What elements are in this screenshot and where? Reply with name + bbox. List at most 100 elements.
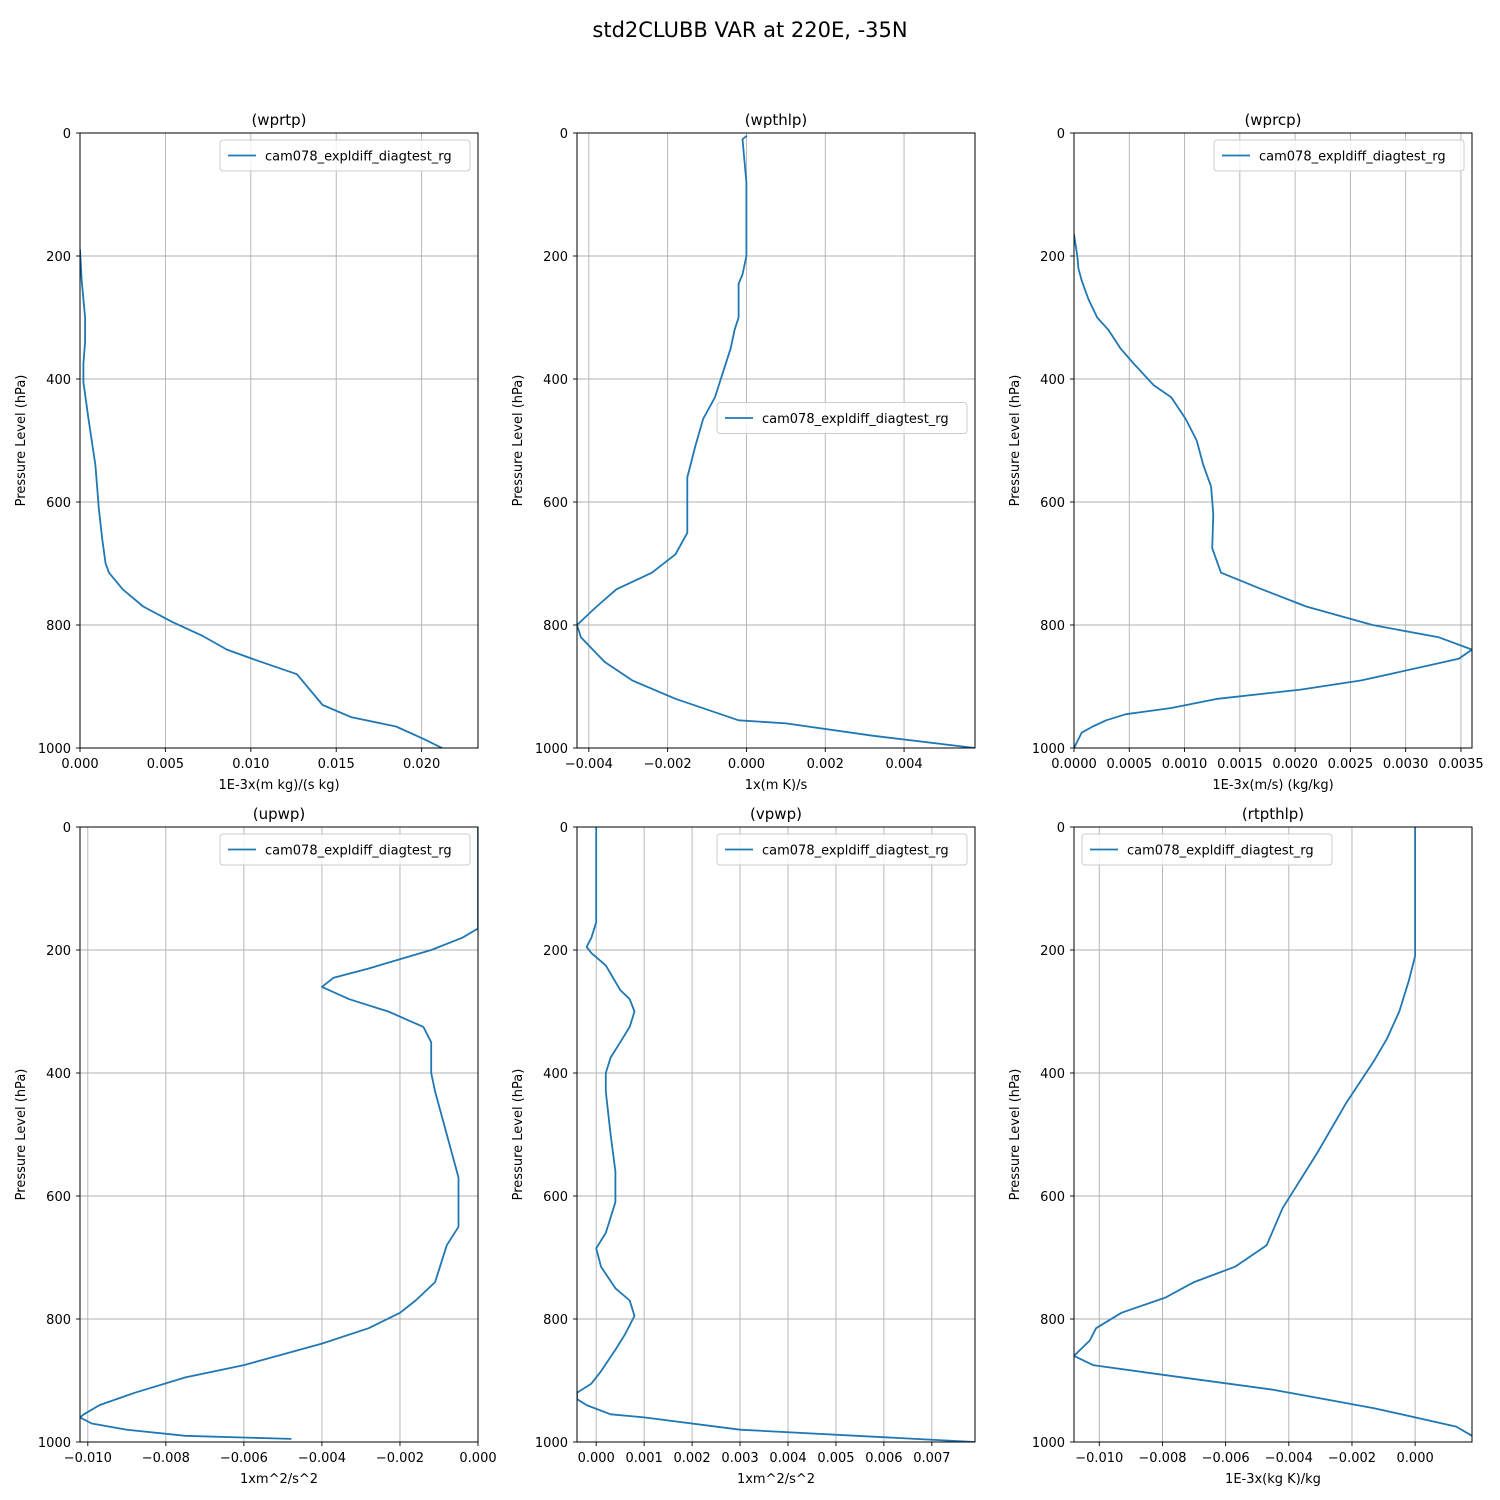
y-tick-label: 600 <box>543 496 568 511</box>
x-tick-label: 0.000 <box>728 757 765 772</box>
legend: cam078_expldiff_diagtest_rg <box>716 833 968 866</box>
legend-box <box>716 833 968 866</box>
y-axis-label: Pressure Level (hPa) <box>1008 375 1023 507</box>
y-tick-label: 600 <box>46 1190 71 1205</box>
y-axis-label: Pressure Level (hPa) <box>511 375 526 507</box>
legend-box <box>1213 139 1465 172</box>
y-tick-label: 0 <box>63 127 71 142</box>
subplot-title: (vpwp) <box>750 805 802 823</box>
x-tick-label: −0.002 <box>644 757 692 772</box>
x-tick-label: −0.004 <box>565 757 613 772</box>
x-tick-label: 0.000 <box>578 1451 615 1466</box>
y-tick-label: 200 <box>46 250 71 265</box>
y-tick-label: 0 <box>560 821 568 836</box>
y-tick-label: 0 <box>1057 127 1065 142</box>
x-tick-label: −0.008 <box>1138 1451 1186 1466</box>
legend-box <box>219 833 471 866</box>
y-tick-label: 400 <box>46 1067 71 1082</box>
y-tick-label: 200 <box>1040 944 1065 959</box>
x-tick-label: 0.000 <box>61 757 98 772</box>
x-tick-label: 0.0005 <box>1107 757 1153 772</box>
x-tick-label: −0.002 <box>1328 1451 1376 1466</box>
legend: cam078_expldiff_diagtest_rg <box>716 402 968 434</box>
x-tick-label: 0.007 <box>913 1451 950 1466</box>
series-line <box>1074 233 1472 748</box>
x-axis-label: 1E-3x(m kg)/(s kg) <box>218 778 339 793</box>
axes-frame <box>576 826 976 1443</box>
y-tick-label: 200 <box>46 944 71 959</box>
subplot-6: −0.010 −0.008 −0.006 −0.004 −0.002 0.000 0 200 4… <box>1008 805 1473 1487</box>
axes-frame <box>1073 132 1473 749</box>
y-tick-label: 800 <box>46 1313 71 1328</box>
series-line <box>1074 827 1472 1437</box>
x-axis-label: 1xm^2/s^2 <box>737 1472 815 1487</box>
x-tick-label: 0.004 <box>885 757 922 772</box>
y-tick-label: 1000 <box>38 742 71 757</box>
subplot-1: 0.000 0.005 0.010 0.015 0.020 0 200 400 600 800 10… <box>14 111 479 793</box>
x-axis-label: 1E-3x(m/s) (kg/kg) <box>1212 778 1333 793</box>
x-tick-label: −0.006 <box>220 1451 268 1466</box>
y-tick-label: 0 <box>63 821 71 836</box>
subplot-2: −0.004 −0.002 0.000 0.002 0.004 0 200 400 600 800… <box>511 111 976 793</box>
subplot-title: (wpthlp) <box>745 111 808 129</box>
y-tick-label: 800 <box>1040 619 1065 634</box>
x-tick-label: 0.010 <box>232 757 269 772</box>
y-tick-label: 600 <box>46 496 71 511</box>
x-tick-label: −0.008 <box>142 1451 190 1466</box>
y-axis-label: Pressure Level (hPa) <box>1008 1069 1023 1201</box>
axes-frame <box>79 132 479 749</box>
y-tick-label: 800 <box>1040 1313 1065 1328</box>
x-tick-label: 0.0035 <box>1438 757 1484 772</box>
y-tick-label: 0 <box>1057 821 1065 836</box>
x-axis-label: 1E-3x(kg K)/kg <box>1225 1472 1321 1487</box>
y-tick-label: 0 <box>560 127 568 142</box>
legend: cam078_expldiff_diagtest_rg <box>219 833 471 866</box>
y-tick-label: 600 <box>1040 1190 1065 1205</box>
series-line <box>80 827 478 1440</box>
x-tick-label: −0.002 <box>376 1451 424 1466</box>
legend-label: cam078_expldiff_diagtest_rg <box>762 412 949 427</box>
legend: cam078_expldiff_diagtest_rg <box>1213 139 1465 172</box>
x-tick-label: 0.0015 <box>1217 757 1263 772</box>
x-tick-label: 0.0020 <box>1272 757 1318 772</box>
legend-label: cam078_expldiff_diagtest_rg <box>1127 844 1314 859</box>
axes-frame <box>79 826 479 1443</box>
legend-label: cam078_expldiff_diagtest_rg <box>265 150 452 165</box>
x-tick-label: 0.004 <box>769 1451 806 1466</box>
axes-frame <box>1073 826 1473 1443</box>
x-tick-label: 0.001 <box>626 1451 663 1466</box>
series-line <box>577 827 975 1442</box>
y-tick-label: 800 <box>543 1313 568 1328</box>
legend-label: cam078_expldiff_diagtest_rg <box>762 844 949 859</box>
x-tick-label: 0.002 <box>673 1451 710 1466</box>
x-tick-label: 0.000 <box>1397 1451 1434 1466</box>
subplot-title: (wprtp) <box>251 111 306 129</box>
x-tick-label: 0.005 <box>147 757 184 772</box>
x-tick-label: 0.000 <box>459 1451 496 1466</box>
x-tick-label: 0.002 <box>807 757 844 772</box>
y-tick-label: 1000 <box>1032 742 1065 757</box>
y-tick-label: 200 <box>543 944 568 959</box>
y-tick-label: 400 <box>543 1067 568 1082</box>
legend: cam078_expldiff_diagtest_rg <box>1081 833 1333 866</box>
y-axis-label: Pressure Level (hPa) <box>14 375 29 507</box>
legend-box <box>219 139 471 172</box>
y-tick-label: 600 <box>543 1190 568 1205</box>
y-tick-label: 1000 <box>535 1436 568 1451</box>
x-tick-label: 0.0010 <box>1162 757 1208 772</box>
legend-label: cam078_expldiff_diagtest_rg <box>265 844 452 859</box>
x-tick-label: 0.015 <box>318 757 355 772</box>
y-tick-label: 400 <box>1040 373 1065 388</box>
legend: cam078_expldiff_diagtest_rg <box>219 139 471 172</box>
y-axis-label: Pressure Level (hPa) <box>511 1069 526 1201</box>
y-tick-label: 200 <box>1040 250 1065 265</box>
y-tick-label: 600 <box>1040 496 1065 511</box>
series-line <box>577 135 975 748</box>
legend-label: cam078_expldiff_diagtest_rg <box>1259 150 1446 165</box>
x-tick-label: −0.004 <box>298 1451 346 1466</box>
subplots: 0.000 0.005 0.010 0.015 0.020 0 200 400 600 800 10… <box>14 111 1484 1487</box>
axes-frame <box>576 132 976 749</box>
x-tick-label: −0.010 <box>64 1451 112 1466</box>
x-tick-label: −0.010 <box>1075 1451 1123 1466</box>
